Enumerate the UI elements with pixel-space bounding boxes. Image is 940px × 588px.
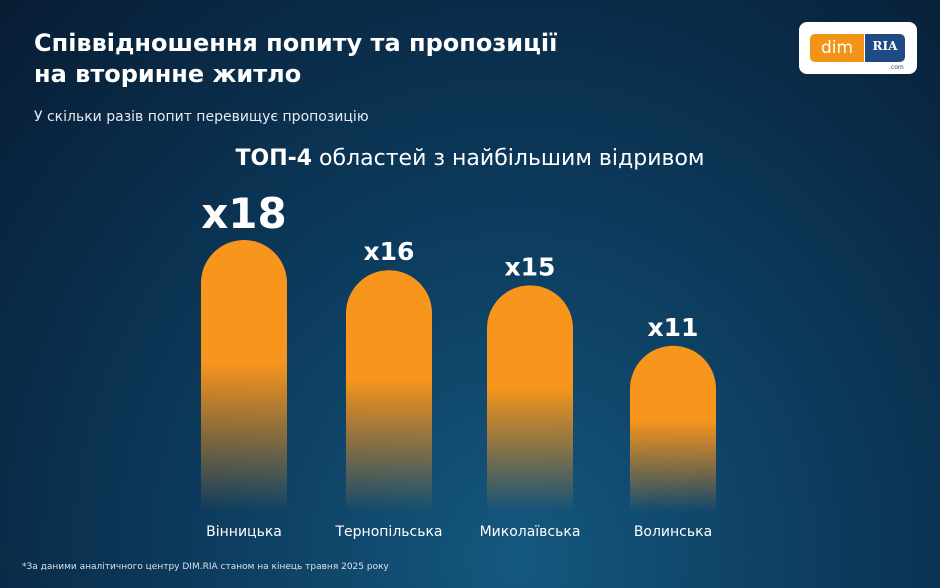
bar xyxy=(346,270,432,512)
value-label: x11 xyxy=(648,313,699,342)
logo-left: dim xyxy=(810,34,864,62)
value-label: x18 xyxy=(201,189,287,238)
page-title: Співвідношення попиту та пропозиції на в… xyxy=(34,29,558,88)
category-label: Волинська xyxy=(634,524,712,540)
bar xyxy=(201,240,287,512)
footnote: *За даними аналітичного центру DIM.RIA с… xyxy=(22,562,389,572)
page-subtitle: У скільки разів попит перевищує пропозиц… xyxy=(34,109,369,125)
value-label: x16 xyxy=(364,237,415,266)
logo-suffix: .com xyxy=(889,64,904,71)
category-label: Вінницька xyxy=(206,524,282,540)
logo: dim RIA .com xyxy=(799,22,917,74)
value-label: x15 xyxy=(505,252,556,281)
chart-title-bold: ТОП-4 xyxy=(235,146,313,171)
bar xyxy=(487,285,573,512)
chart-title-rest: областей з найбільшим відривом xyxy=(319,146,705,171)
logo-right: RIA xyxy=(865,34,905,62)
bar xyxy=(630,345,716,512)
category-label: Тернопільська xyxy=(335,524,443,540)
category-label: Миколаївська xyxy=(480,524,581,540)
chart-title: ТОП-4 областей з найбільшим відривом xyxy=(0,146,940,171)
